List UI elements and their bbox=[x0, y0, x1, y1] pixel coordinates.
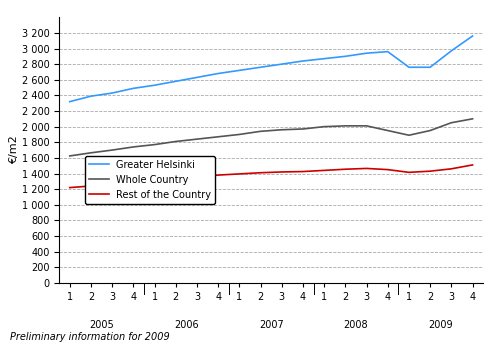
Rest of the Country bbox=[257, 171, 263, 175]
Greater Helsinki bbox=[152, 83, 158, 87]
Rest of the Country bbox=[215, 173, 221, 177]
Line: Whole Country: Whole Country bbox=[70, 119, 472, 156]
Whole Country bbox=[88, 151, 94, 155]
Whole Country bbox=[300, 127, 306, 131]
Greater Helsinki bbox=[385, 50, 390, 54]
Rest of the Country bbox=[279, 170, 285, 174]
Rest of the Country bbox=[109, 181, 115, 186]
Rest of the Country bbox=[385, 168, 390, 172]
Greater Helsinki bbox=[300, 59, 306, 63]
Rest of the Country bbox=[237, 172, 243, 176]
Greater Helsinki bbox=[257, 65, 263, 69]
Rest of the Country bbox=[469, 163, 475, 167]
Greater Helsinki bbox=[130, 86, 136, 90]
Whole Country bbox=[130, 145, 136, 149]
Whole Country bbox=[215, 135, 221, 139]
Line: Rest of the Country: Rest of the Country bbox=[70, 165, 472, 188]
Greater Helsinki bbox=[342, 54, 348, 58]
Whole Country bbox=[342, 124, 348, 128]
Rest of the Country bbox=[88, 184, 94, 188]
Whole Country bbox=[406, 133, 412, 137]
Greater Helsinki bbox=[237, 68, 243, 72]
Text: 2008: 2008 bbox=[344, 321, 368, 331]
Rest of the Country bbox=[67, 186, 73, 190]
Greater Helsinki bbox=[406, 65, 412, 69]
Rest of the Country bbox=[342, 167, 348, 171]
Rest of the Country bbox=[300, 169, 306, 174]
Legend: Greater Helsinki, Whole Country, Rest of the Country: Greater Helsinki, Whole Country, Rest of… bbox=[85, 156, 215, 204]
Whole Country bbox=[385, 128, 390, 132]
Rest of the Country bbox=[449, 167, 455, 171]
Greater Helsinki bbox=[67, 100, 73, 104]
Y-axis label: €/m2: €/m2 bbox=[9, 136, 19, 165]
Line: Greater Helsinki: Greater Helsinki bbox=[70, 36, 472, 102]
Rest of the Country bbox=[364, 166, 370, 170]
Rest of the Country bbox=[130, 180, 136, 184]
Greater Helsinki bbox=[279, 62, 285, 66]
Text: 2007: 2007 bbox=[259, 321, 283, 331]
Greater Helsinki bbox=[194, 75, 200, 79]
Rest of the Country bbox=[152, 178, 158, 183]
Whole Country bbox=[237, 132, 243, 137]
Greater Helsinki bbox=[88, 94, 94, 98]
Whole Country bbox=[109, 148, 115, 152]
Greater Helsinki bbox=[449, 49, 455, 53]
Rest of the Country bbox=[406, 170, 412, 175]
Greater Helsinki bbox=[215, 71, 221, 76]
Rest of the Country bbox=[173, 177, 178, 181]
Whole Country bbox=[279, 128, 285, 132]
Greater Helsinki bbox=[109, 91, 115, 95]
Greater Helsinki bbox=[427, 65, 433, 69]
Rest of the Country bbox=[194, 175, 200, 179]
Whole Country bbox=[469, 117, 475, 121]
Rest of the Country bbox=[321, 168, 327, 172]
Rest of the Country bbox=[427, 169, 433, 173]
Whole Country bbox=[152, 142, 158, 147]
Greater Helsinki bbox=[321, 57, 327, 61]
Text: Preliminary information for 2009: Preliminary information for 2009 bbox=[10, 332, 170, 342]
Text: 2005: 2005 bbox=[89, 321, 114, 331]
Greater Helsinki bbox=[469, 34, 475, 38]
Text: 2009: 2009 bbox=[428, 321, 453, 331]
Text: 2006: 2006 bbox=[174, 321, 199, 331]
Whole Country bbox=[364, 124, 370, 128]
Greater Helsinki bbox=[173, 79, 178, 83]
Whole Country bbox=[173, 139, 178, 144]
Whole Country bbox=[194, 137, 200, 141]
Whole Country bbox=[449, 121, 455, 125]
Whole Country bbox=[427, 128, 433, 132]
Whole Country bbox=[67, 154, 73, 158]
Whole Country bbox=[257, 129, 263, 134]
Greater Helsinki bbox=[364, 51, 370, 55]
Whole Country bbox=[321, 125, 327, 129]
